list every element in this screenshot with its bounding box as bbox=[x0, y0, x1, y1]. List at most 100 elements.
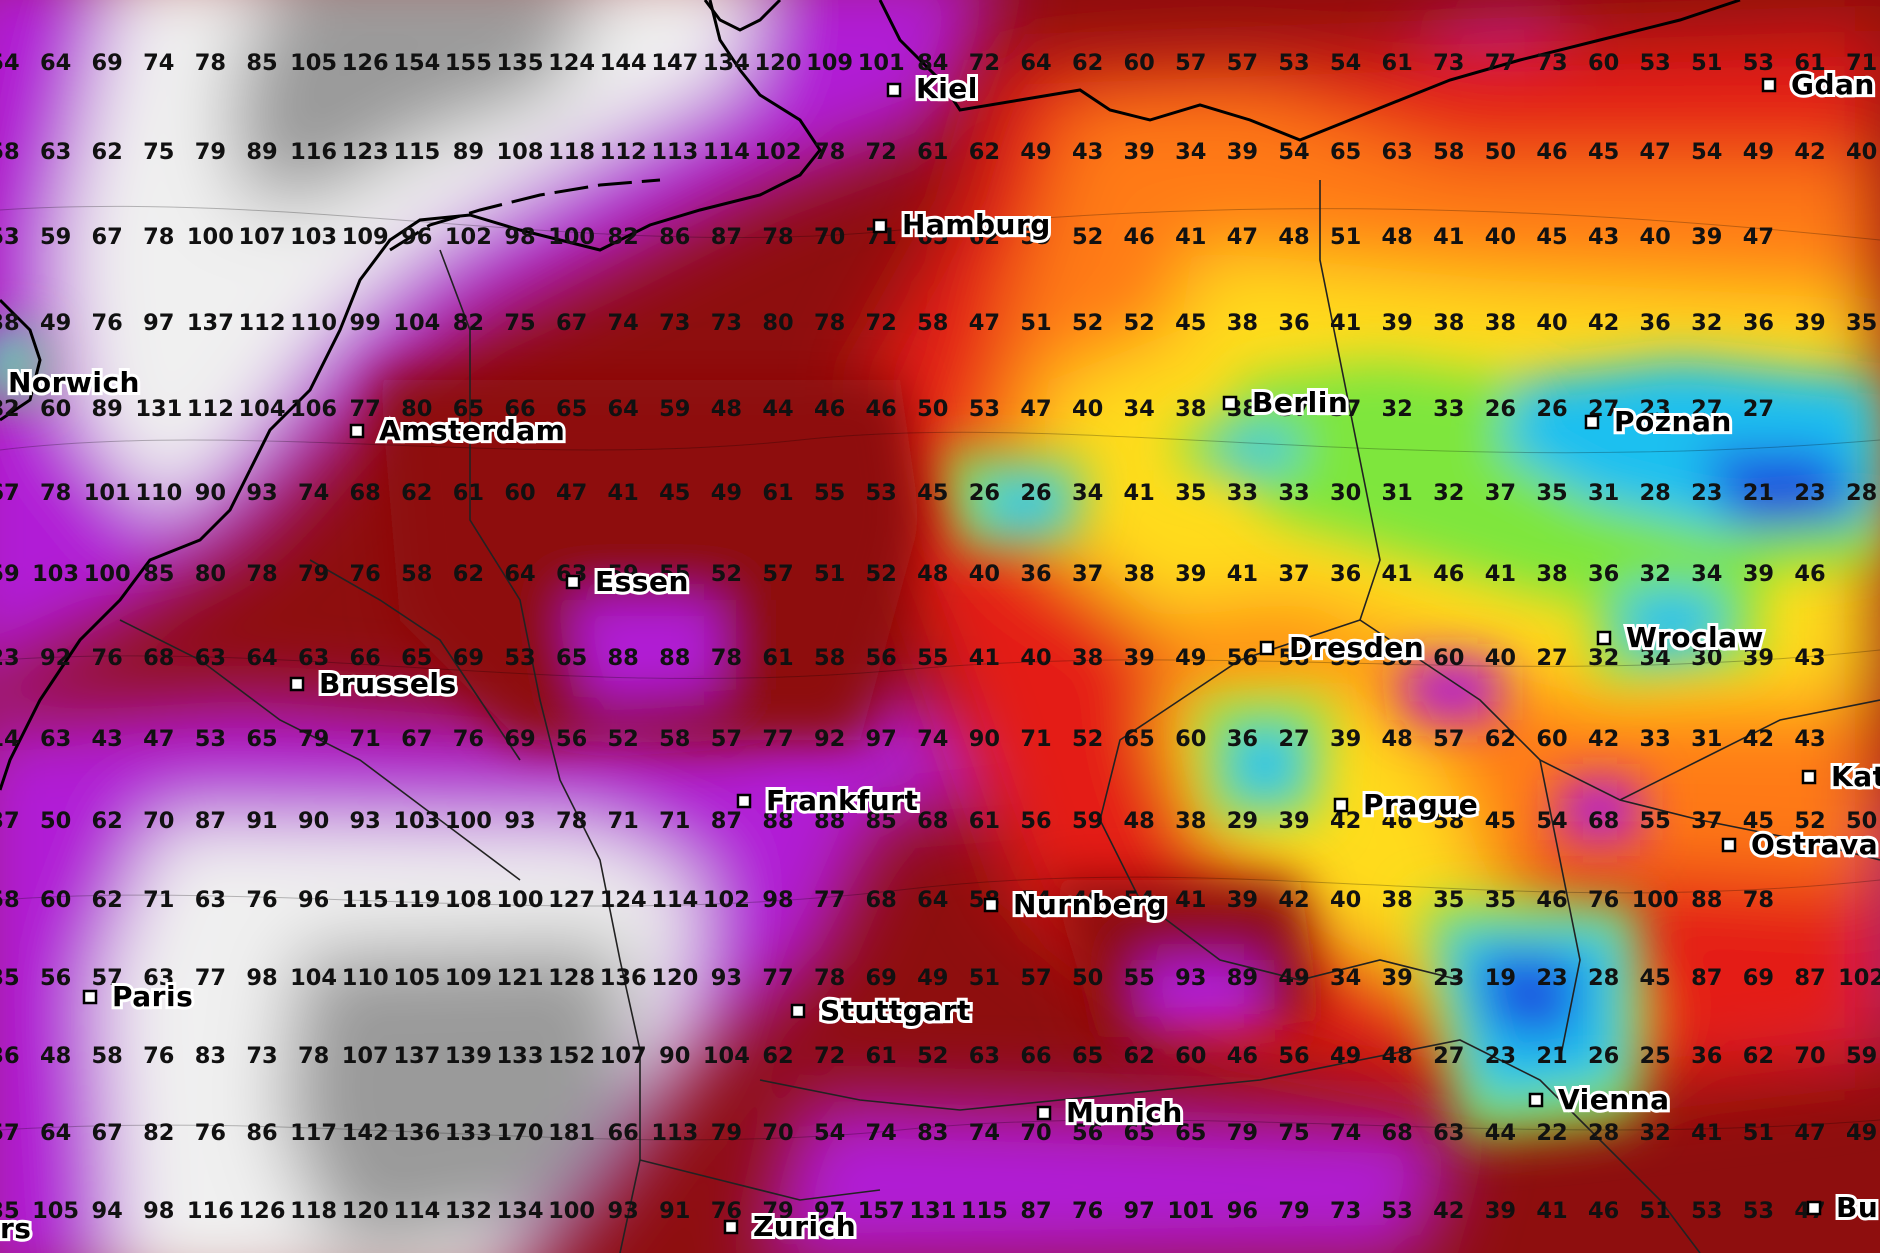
grid-value: 40 bbox=[1846, 139, 1877, 165]
grid-value: 58 bbox=[1433, 139, 1464, 165]
grid-value: 62 bbox=[92, 139, 123, 165]
grid-value: 135 bbox=[497, 50, 544, 76]
grid-value: 101 bbox=[1167, 1198, 1214, 1224]
grid-value: 78 bbox=[298, 1043, 329, 1069]
grid-value: 85 bbox=[246, 50, 277, 76]
grid-value: 120 bbox=[755, 50, 802, 76]
grid-value: 35 bbox=[1846, 310, 1877, 336]
grid-value: 66 bbox=[350, 645, 381, 671]
grid-value: 48 bbox=[1124, 808, 1155, 834]
city-label-frankfurt: Frankfurt bbox=[766, 784, 918, 817]
grid-value: 78 bbox=[195, 50, 226, 76]
grid-value: 39 bbox=[1382, 965, 1413, 991]
grid-value: 31 bbox=[1691, 726, 1722, 752]
city-markers: Kiel Hamburg Norwich Amsterdam Berlin Po… bbox=[0, 65, 1880, 1248]
grid-value: 62 bbox=[969, 224, 1000, 250]
grid-value: 115 bbox=[393, 139, 440, 165]
city-katowice: Kat bbox=[1801, 757, 1880, 796]
grid-value: 23 bbox=[1433, 965, 1464, 991]
grid-value: 39 bbox=[1743, 561, 1774, 587]
grid-value: 54 bbox=[1536, 808, 1567, 834]
grid-value: 112 bbox=[187, 396, 234, 422]
grid-value: 69 bbox=[1743, 965, 1774, 991]
grid-value: 49 bbox=[40, 310, 71, 336]
grid-value: 97 bbox=[143, 310, 174, 336]
city-norwich: Norwich bbox=[5, 363, 142, 402]
field-low-east bbox=[0, 330, 1880, 1140]
grid-value: 47 bbox=[1020, 396, 1051, 422]
grid-value: 38 bbox=[1433, 310, 1464, 336]
grid-value: 35 bbox=[1485, 887, 1516, 913]
grid-value: 40 bbox=[1072, 396, 1103, 422]
grid-value: 113 bbox=[651, 139, 698, 165]
grid-value: 23 bbox=[1640, 396, 1671, 422]
grid-value: 48 bbox=[1278, 224, 1309, 250]
city-ostrava: Ostrava bbox=[1721, 825, 1880, 864]
grid-value: 42 bbox=[1794, 139, 1825, 165]
grid-value: 57 bbox=[1433, 726, 1464, 752]
grid-value: 23 bbox=[1536, 965, 1567, 991]
grid-value: 76 bbox=[246, 887, 277, 913]
grid-value: 49 bbox=[1020, 139, 1051, 165]
grid-value: 36 bbox=[1640, 310, 1671, 336]
grid-value: 114 bbox=[393, 1198, 440, 1224]
grid-value: 36 bbox=[1691, 1043, 1722, 1069]
grid-value: 88 bbox=[1691, 887, 1722, 913]
grid-value: 60 bbox=[1536, 726, 1567, 752]
coastlines bbox=[0, 0, 1741, 791]
grid-value: 51 bbox=[969, 965, 1000, 991]
grid-value: 53 bbox=[0, 224, 20, 250]
grid-value: 67 bbox=[0, 480, 20, 506]
grid-value: 41 bbox=[1175, 224, 1206, 250]
grid-value: 42 bbox=[1433, 1198, 1464, 1224]
grid-value: 100 bbox=[548, 1198, 595, 1224]
grid-value: 79 bbox=[711, 1120, 742, 1146]
city-label-hamburg: Hamburg bbox=[902, 208, 1051, 241]
grid-value: 65 bbox=[556, 396, 587, 422]
grid-value: 51 bbox=[1020, 310, 1051, 336]
grid-value: 40 bbox=[1485, 645, 1516, 671]
grid-value: 82 bbox=[0, 396, 20, 422]
grid-value: 54 bbox=[1278, 139, 1309, 165]
city-munich: Munich bbox=[1036, 1093, 1185, 1132]
grid-value: 83 bbox=[195, 1043, 226, 1069]
grid-value: 63 bbox=[298, 645, 329, 671]
grid-value: 45 bbox=[1485, 808, 1516, 834]
grid-value: 65 bbox=[1330, 139, 1361, 165]
grid-value: 63 bbox=[195, 887, 226, 913]
grid-value: 36 bbox=[1588, 561, 1619, 587]
grid-value: 79 bbox=[762, 1198, 793, 1224]
grid-value: 73 bbox=[1433, 50, 1464, 76]
grid-value: 41 bbox=[969, 645, 1000, 671]
city-kiel: Kiel bbox=[886, 69, 980, 108]
grid-value: 63 bbox=[40, 726, 71, 752]
grid-value: 45 bbox=[1536, 224, 1567, 250]
grid-value: 78 bbox=[814, 310, 845, 336]
city-label-norwich: Norwich bbox=[8, 366, 140, 399]
grid-value: 34 bbox=[1072, 480, 1103, 506]
grid-value: 76 bbox=[350, 561, 381, 587]
grid-value: 76 bbox=[453, 726, 484, 752]
grid-value: 51 bbox=[814, 561, 845, 587]
grid-value: 55 bbox=[659, 561, 690, 587]
grid-value: 57 bbox=[1227, 50, 1258, 76]
grid-value: 56 bbox=[40, 965, 71, 991]
grid-value: 44 bbox=[762, 396, 793, 422]
grid-value: 112 bbox=[239, 310, 286, 336]
grid-value: 32 bbox=[1691, 310, 1722, 336]
grid-value: 57 bbox=[711, 726, 742, 752]
grid-value: 181 bbox=[548, 1120, 595, 1146]
grid-value: 126 bbox=[239, 1198, 286, 1224]
city-budapest: Bu bbox=[1806, 1188, 1880, 1227]
grid-value: 102 bbox=[703, 887, 750, 913]
grid-value: 78 bbox=[40, 480, 71, 506]
grid-value: 34 bbox=[1124, 396, 1155, 422]
grid-value: 73 bbox=[1536, 50, 1567, 76]
grid-value: 51 bbox=[1743, 1120, 1774, 1146]
grid-value: 116 bbox=[187, 1198, 234, 1224]
grid-value: 46 bbox=[1382, 808, 1413, 834]
grid-value: 102 bbox=[1838, 965, 1880, 991]
grid-value: 43 bbox=[92, 726, 123, 752]
grid-value: 101 bbox=[858, 50, 905, 76]
grid-value: 47 bbox=[1743, 224, 1774, 250]
